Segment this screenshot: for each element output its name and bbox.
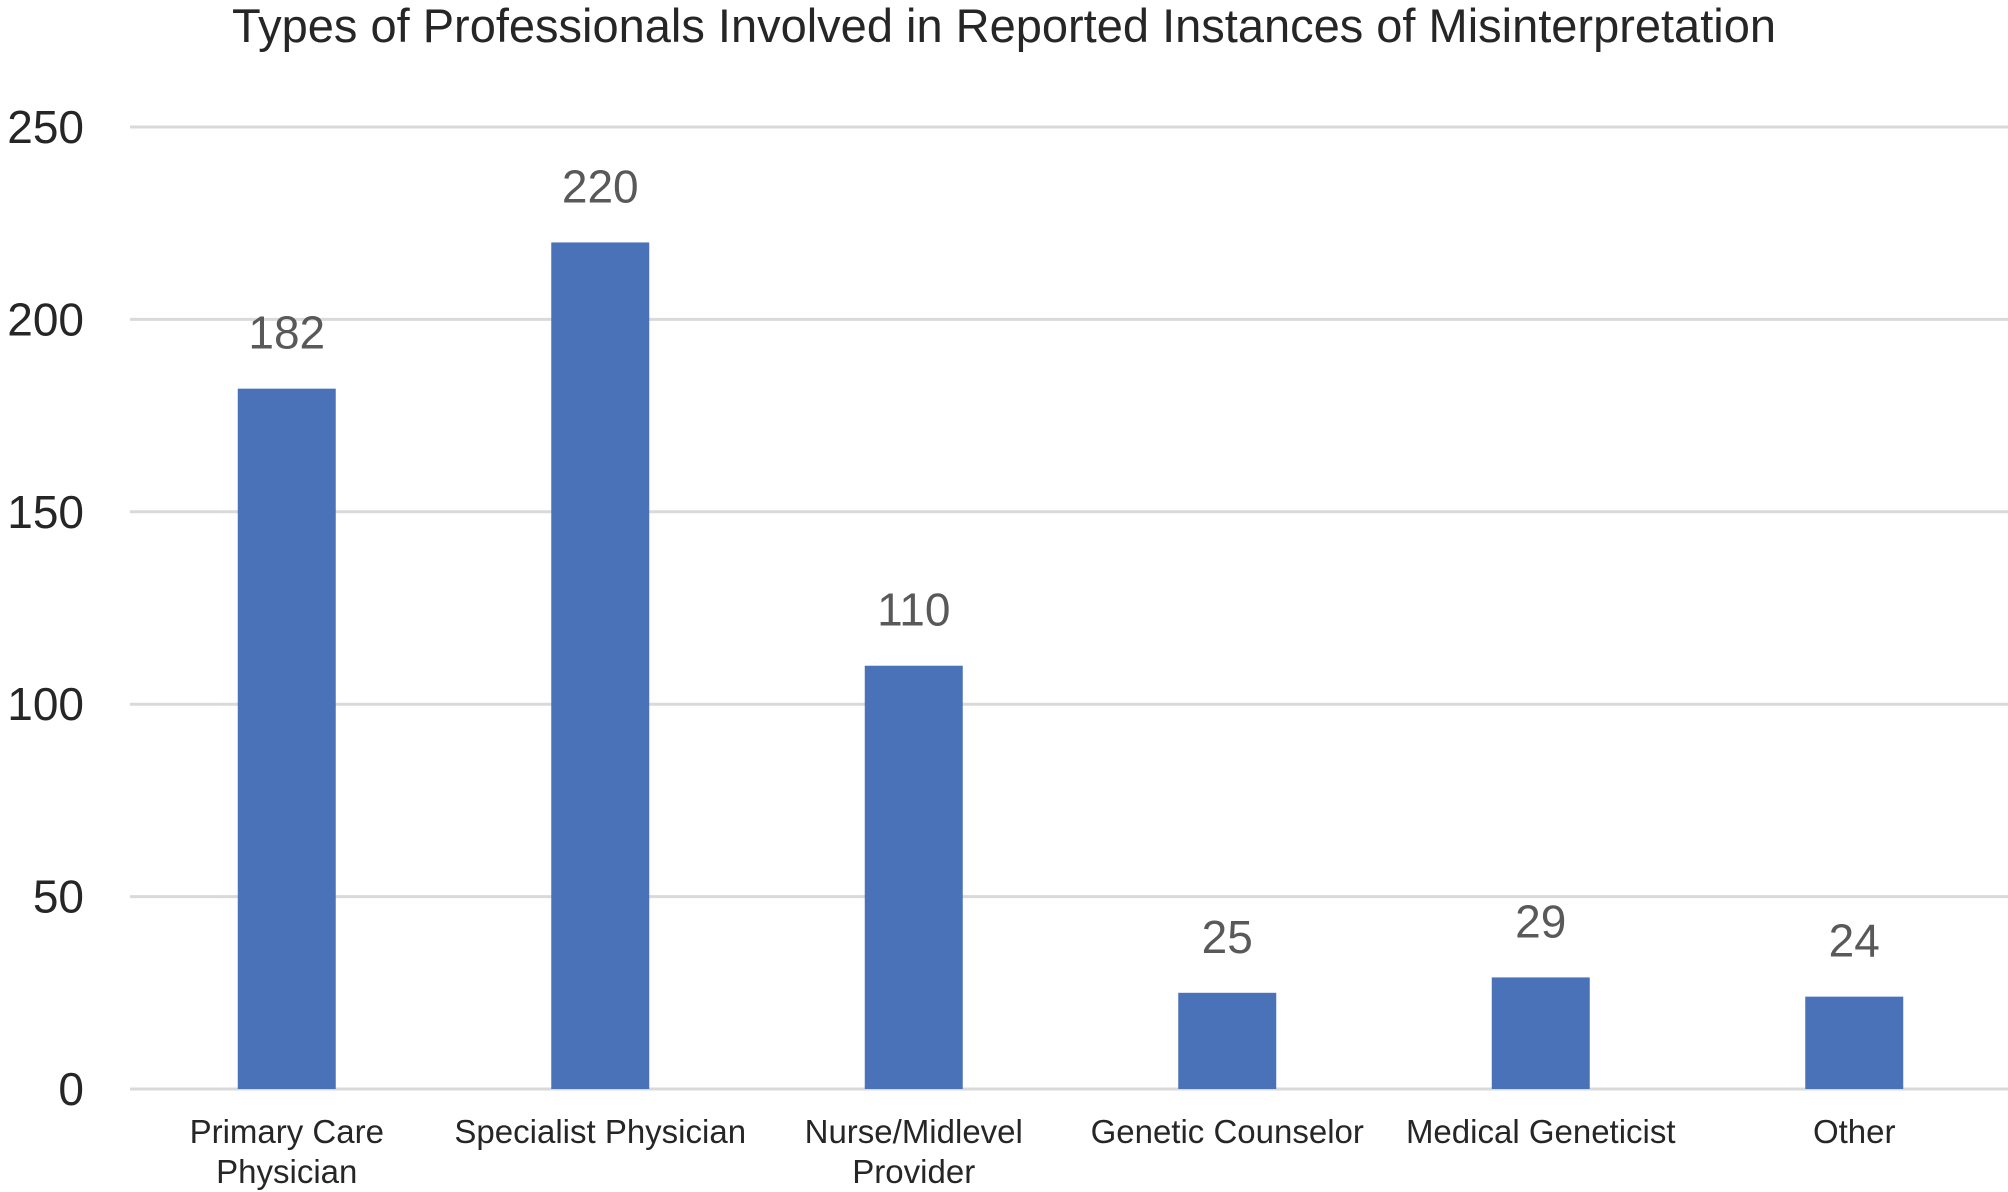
x-tick-label-line: Genetic Counselor — [1091, 1113, 1364, 1150]
x-tick-label-5: Other — [1813, 1113, 1896, 1150]
data-label-2: 110 — [877, 584, 950, 636]
data-label-5: 24 — [1829, 915, 1880, 967]
x-tick-label-1: Specialist Physician — [454, 1113, 746, 1150]
grid-lines — [130, 125, 2008, 1091]
bar-5 — [1805, 996, 1904, 1089]
bar-1 — [551, 242, 650, 1089]
bar-0 — [237, 388, 336, 1089]
data-label-0: 182 — [248, 307, 325, 359]
bars — [237, 242, 1904, 1089]
bar-2 — [864, 665, 963, 1089]
x-tick-label-3: Genetic Counselor — [1091, 1113, 1364, 1150]
x-tick-label-0: Primary Care Physician — [190, 1113, 384, 1190]
x-tick-label-line: Medical Geneticist — [1406, 1113, 1676, 1150]
data-label-4: 29 — [1515, 895, 1566, 947]
data-label-1: 220 — [562, 160, 639, 212]
y-tick-label-0: 0 — [58, 1063, 84, 1115]
data-label-3: 25 — [1202, 911, 1253, 963]
bar-3 — [1178, 992, 1277, 1089]
x-axis: Primary Care Physician Specialist Physicia… — [190, 1113, 1896, 1190]
y-tick-label-250: 250 — [7, 101, 84, 153]
y-tick-label-200: 200 — [7, 293, 84, 345]
y-tick-label-100: 100 — [7, 678, 84, 730]
x-tick-label-line: Specialist Physician — [454, 1113, 746, 1150]
x-tick-label-2: Nurse/Midlevel Provider — [805, 1113, 1023, 1190]
chart-title: Types of Professionals Involved in Repor… — [232, 0, 1776, 52]
x-tick-label-line: Provider — [852, 1153, 975, 1190]
x-tick-label-4: Medical Geneticist — [1406, 1113, 1676, 1150]
y-axis: 0 50 100 150 200 250 — [7, 101, 84, 1115]
y-tick-label-150: 150 — [7, 486, 84, 538]
y-tick-label-50: 50 — [33, 871, 84, 923]
x-tick-label-line: Physician — [216, 1153, 357, 1190]
x-tick-label-line: Other — [1813, 1113, 1896, 1150]
x-tick-label-line: Primary Care — [190, 1113, 384, 1150]
data-labels: 182 220 110 25 29 24 — [248, 160, 1879, 966]
bar-4 — [1491, 977, 1590, 1089]
x-tick-label-line: Nurse/Midlevel — [805, 1113, 1023, 1150]
